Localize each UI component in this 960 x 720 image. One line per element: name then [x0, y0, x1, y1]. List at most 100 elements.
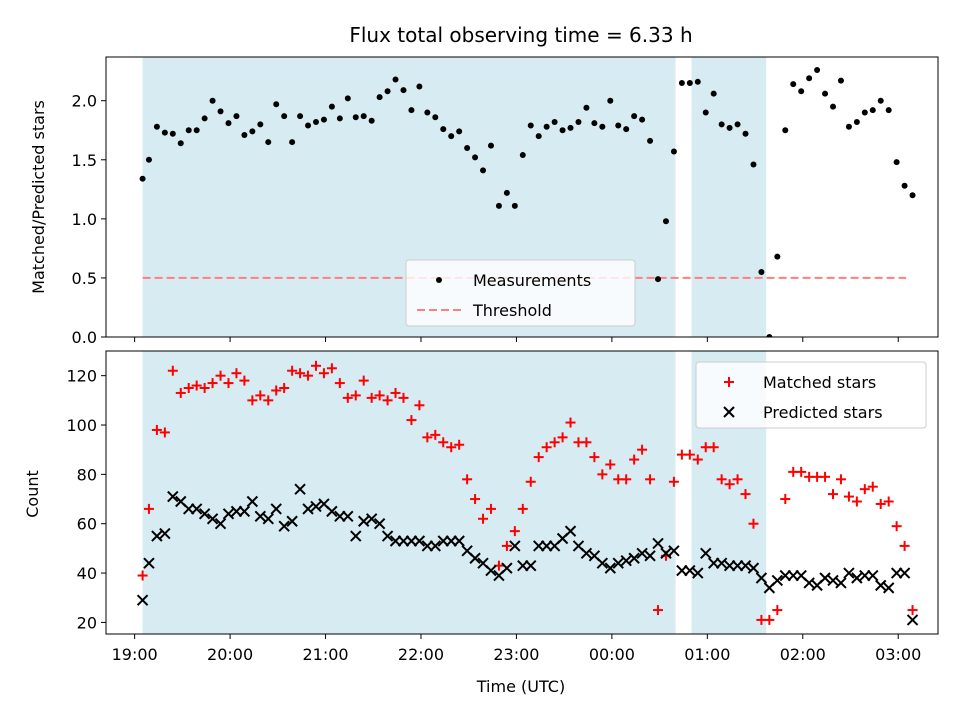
matched-stars-point [231, 368, 242, 379]
shaded-interval [142, 351, 676, 634]
predicted-stars-point [302, 503, 314, 515]
predicted-stars-point [700, 547, 712, 560]
predicted-stars-point [525, 559, 537, 572]
predicted-stars-point [636, 547, 648, 560]
measurement-point [408, 107, 415, 114]
matched-stars-point [637, 444, 648, 455]
measurement-point [281, 113, 288, 120]
predicted-stars-point [278, 520, 290, 532]
predicted-stars-point [373, 518, 386, 530]
matched-stars-point [342, 392, 353, 403]
measurement-point [305, 122, 312, 129]
matched-stars-point [525, 476, 536, 487]
matched-stars-point [732, 474, 743, 485]
x-tick-label: 02:00 [780, 645, 826, 664]
measurement-point [615, 122, 622, 129]
matched-stars-point [263, 395, 274, 406]
predicted-stars-point [310, 500, 322, 513]
predicted-stars-point [151, 530, 163, 542]
measurement-point [424, 109, 431, 116]
legend-label: Matched stars [763, 373, 876, 392]
measurement-point [145, 156, 152, 163]
measurement-point [623, 126, 630, 133]
matched-stars-point [597, 469, 608, 480]
measurement-point [177, 140, 184, 147]
matched-stars-point [303, 370, 314, 381]
matched-stars-point [350, 390, 361, 401]
measurement-point [209, 97, 216, 104]
predicted-stars-point [342, 510, 354, 523]
measurement-point [782, 127, 789, 134]
matched-stars-point [287, 365, 298, 376]
predicted-stars-point [246, 495, 259, 508]
x-tick-label: 22:00 [398, 645, 444, 664]
predicted-stars-point [190, 503, 203, 515]
predicted-stars-point [843, 567, 855, 579]
predicted-stars-point [270, 503, 282, 515]
measurement-point [806, 75, 813, 82]
legend-box [405, 259, 636, 327]
plot-frame [105, 350, 939, 635]
measurement-point [416, 83, 423, 90]
measurement-point [662, 218, 669, 225]
measurement-point [241, 131, 248, 138]
measurement-point [503, 189, 510, 196]
matched-stars-point [199, 383, 210, 394]
matched-stars-point [175, 387, 186, 398]
y-tick-label: 80 [77, 465, 97, 484]
predicted-stars-point [350, 530, 362, 542]
matched-stars-point [828, 489, 839, 500]
predicted-stars-point [413, 535, 426, 547]
measurement-point [201, 115, 208, 122]
measurement-point [400, 87, 407, 94]
measurement-point [798, 88, 805, 95]
legend-label: Threshold [472, 301, 552, 320]
measurement-point [225, 120, 232, 127]
legend: Measurements Threshold [405, 259, 636, 327]
measurement-point [543, 123, 550, 130]
x-tick-label: 21:00 [302, 645, 348, 664]
matched-stars-point [764, 614, 775, 625]
predicted-stars-point [612, 557, 624, 569]
matched-stars-point [295, 368, 306, 379]
matched-stars-point [557, 432, 568, 443]
predicted-stars-point [485, 564, 497, 577]
measurement-point [432, 114, 439, 121]
matched-stars-point [406, 415, 417, 426]
measurement-point [694, 78, 701, 85]
matched-stars-point [438, 437, 449, 448]
measurement-point [790, 81, 797, 88]
predicted-stars-point [660, 547, 672, 560]
top-y-axis-title: Matched/Predicted stars [29, 100, 48, 294]
predicted-stars-point [429, 540, 442, 552]
measurement-point [822, 90, 829, 97]
matched-stars-point [446, 442, 457, 453]
matched-stars-point [843, 491, 854, 502]
measurement-point [742, 130, 749, 137]
matched-stars-point [207, 378, 218, 389]
matched-stars-point [541, 442, 552, 453]
matched-stars-point [485, 503, 496, 514]
matched-stars-point [581, 437, 592, 448]
matched-stars-point [716, 474, 727, 485]
predicted-stars-point [715, 557, 728, 569]
legend-label: Measurements [473, 271, 591, 290]
measurement-point [591, 120, 598, 127]
x-tick-label: 01:00 [684, 645, 730, 664]
bottom-panel: 20 40 60 80 100 120 19:00 20:00 21:00 22:00 23:00 0… [66, 350, 939, 664]
x-tick-label: 20:00 [207, 645, 253, 664]
matched-stars-point [748, 518, 759, 529]
matched-stars-point [430, 429, 441, 440]
predicted-stars-point [469, 552, 481, 564]
y-tick-label: 60 [77, 515, 97, 534]
measurement-point [774, 253, 781, 260]
predicted-stars-point [684, 564, 696, 577]
measurement-point [472, 154, 479, 161]
matched-stars-point [255, 390, 266, 401]
matched-stars-point [565, 417, 576, 428]
predicted-stars-point [596, 557, 609, 569]
legend-item: Measurements [436, 271, 591, 290]
measurement-point [320, 116, 327, 123]
matched-stars-point [772, 605, 783, 616]
